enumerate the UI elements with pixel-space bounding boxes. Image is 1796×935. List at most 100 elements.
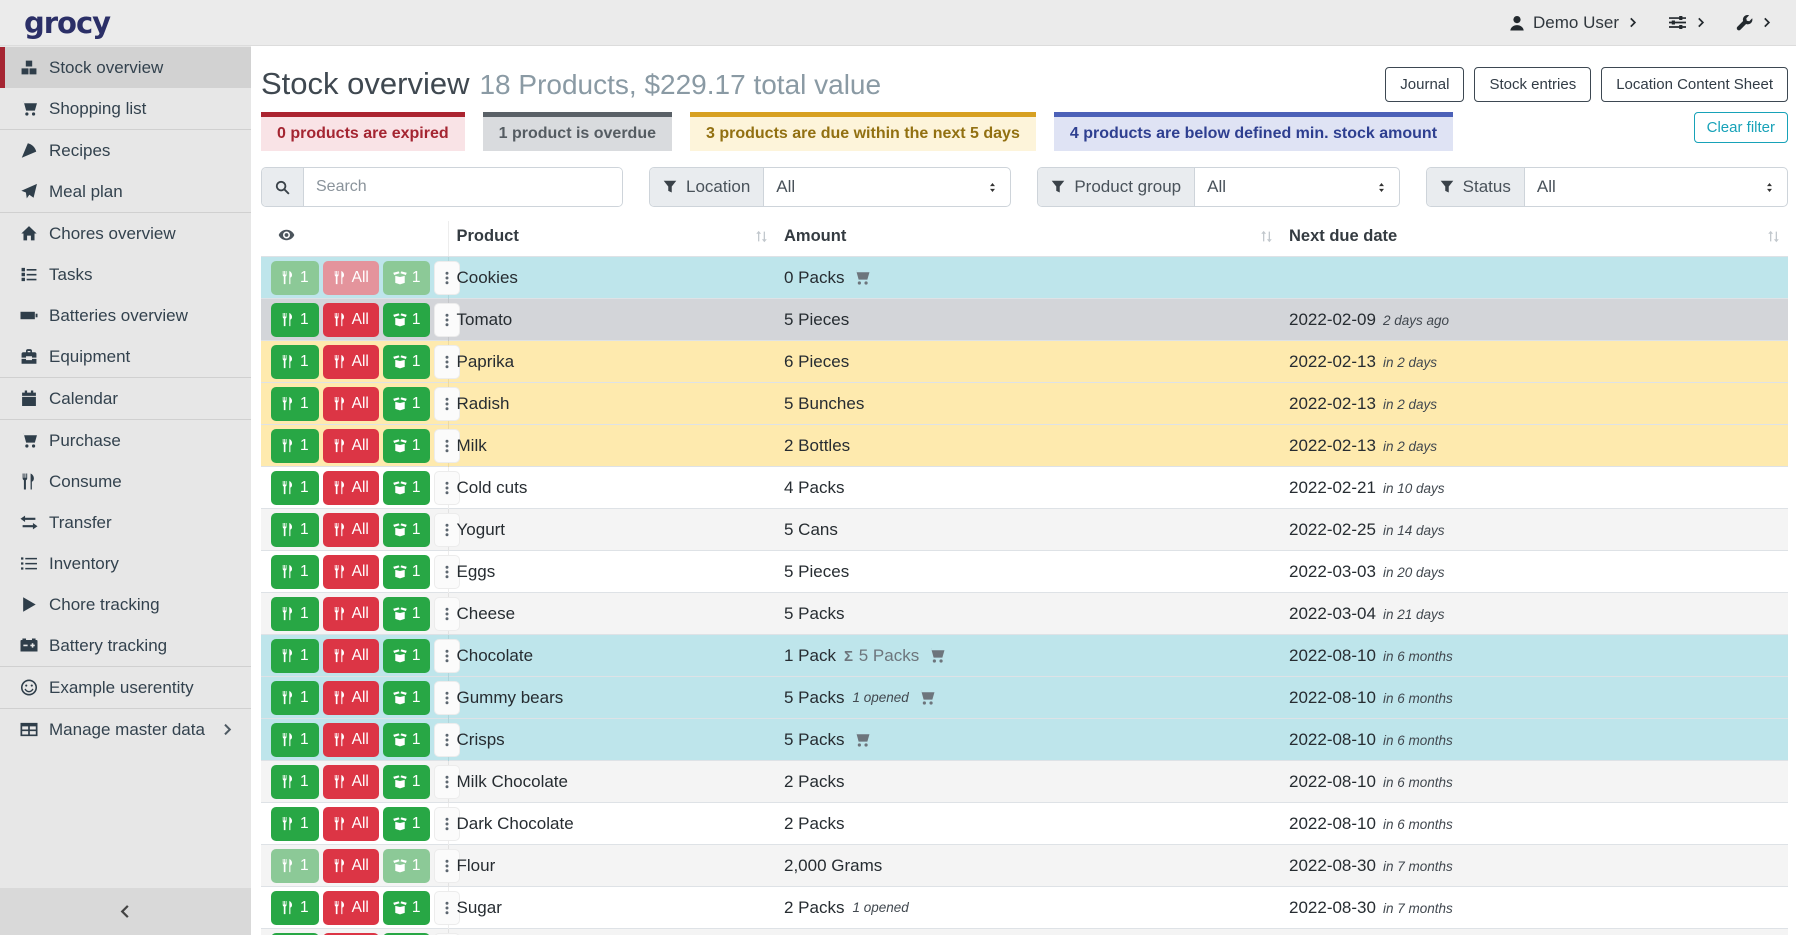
settings-menu[interactable]: [1668, 14, 1706, 31]
journal-button[interactable]: Journal: [1385, 66, 1465, 102]
consume-all-button[interactable]: All: [322, 848, 379, 883]
consume-one-button[interactable]: 1: [271, 554, 319, 589]
consume-one-button[interactable]: 1: [271, 596, 319, 631]
consume-all-button[interactable]: All: [322, 764, 379, 799]
consume-all-button[interactable]: All: [322, 512, 379, 547]
consume-all-button[interactable]: All: [322, 932, 379, 935]
navbar-right: Demo User: [1509, 13, 1772, 33]
consume-all-button[interactable]: All: [322, 554, 379, 589]
consume-all-button[interactable]: All: [322, 386, 379, 421]
sidebar-item-manage-master-data[interactable]: Manage master data: [0, 709, 251, 750]
consume-one-button[interactable]: 1: [271, 638, 319, 673]
consume-one-button[interactable]: 1: [271, 386, 319, 421]
sort-icon[interactable]: [1767, 230, 1780, 243]
consume-all-button[interactable]: All: [322, 638, 379, 673]
status-card-expired[interactable]: 0 products are expired: [261, 112, 465, 151]
consume-one-button[interactable]: 1: [271, 806, 319, 841]
sidebar-item-meal-plan[interactable]: Meal plan: [0, 171, 251, 212]
table-row-crisps: 1 All 1 Crisps 5 Packs 2022-08-10 in 6 months: [261, 718, 1788, 761]
consume-all-button[interactable]: All: [322, 470, 379, 505]
sidebar-item-recipes[interactable]: Recipes: [0, 130, 251, 171]
open-one-button[interactable]: 1: [382, 722, 431, 757]
consume-all-button[interactable]: All: [322, 890, 379, 925]
amount-column-header[interactable]: Amount: [776, 221, 1281, 257]
consume-all-button[interactable]: All: [322, 680, 379, 715]
user-menu[interactable]: Demo User: [1509, 13, 1638, 33]
due-date-column-header[interactable]: Next due date: [1281, 221, 1788, 257]
open-one-button[interactable]: 1: [382, 848, 431, 883]
open-one-button[interactable]: 1: [382, 386, 431, 421]
sidebar-item-calendar[interactable]: Calendar: [0, 378, 251, 419]
open-one-button[interactable]: 1: [382, 554, 431, 589]
status-select[interactable]: All: [1525, 168, 1787, 206]
sidebar-item-equipment[interactable]: Equipment: [0, 336, 251, 377]
consume-all-button[interactable]: All: [322, 722, 379, 757]
consume-one-button[interactable]: 1: [271, 470, 319, 505]
consume-all-button[interactable]: All: [322, 596, 379, 631]
product-column-header[interactable]: Product: [448, 221, 776, 257]
consume-all-button[interactable]: All: [322, 302, 379, 337]
sort-icon[interactable]: [755, 230, 768, 243]
consume-one-button[interactable]: 1: [271, 764, 319, 799]
consume-one-button[interactable]: 1: [271, 890, 319, 925]
clear-filter-button[interactable]: Clear filter: [1693, 112, 1788, 143]
consume-one-button[interactable]: 1: [271, 722, 319, 757]
consume-all-button[interactable]: All: [322, 806, 379, 841]
open-one-button[interactable]: 1: [382, 932, 431, 935]
consume-one-button[interactable]: 1: [271, 260, 319, 295]
open-one-button[interactable]: 1: [382, 806, 431, 841]
sidebar-item-battery-tracking[interactable]: Battery tracking: [0, 625, 251, 666]
sidebar-item-shopping-list[interactable]: Shopping list: [0, 88, 251, 129]
open-one-button[interactable]: 1: [382, 428, 431, 463]
product-group-select[interactable]: All: [1195, 168, 1399, 206]
open-one-button[interactable]: 1: [382, 302, 431, 337]
tasks-icon: [19, 266, 39, 283]
open-one-button[interactable]: 1: [382, 260, 431, 295]
sidebar-item-chores-overview[interactable]: Chores overview: [0, 213, 251, 254]
consume-one-button[interactable]: 1: [271, 680, 319, 715]
sidebar-item-stock-overview[interactable]: Stock overview: [0, 47, 251, 88]
open-one-button[interactable]: 1: [382, 344, 431, 379]
open-one-button[interactable]: 1: [382, 470, 431, 505]
due-date-cell: 2022-03-03 in 20 days: [1281, 550, 1788, 593]
open-one-button[interactable]: 1: [382, 890, 431, 925]
consume-one-button[interactable]: 1: [271, 512, 319, 547]
sidebar-collapse-button[interactable]: [0, 888, 251, 935]
search-input[interactable]: [304, 168, 622, 206]
sigma-icon: Σ: [843, 647, 853, 665]
consume-one-button[interactable]: 1: [271, 848, 319, 883]
status-card-1-product-is-overdue[interactable]: 1 product is overdue: [482, 112, 672, 151]
open-one-button[interactable]: 1: [382, 680, 431, 715]
location-content-sheet-button[interactable]: Location Content Sheet: [1601, 66, 1788, 102]
open-one-button[interactable]: 1: [382, 596, 431, 631]
amount-value: 4 Packs: [784, 477, 845, 497]
shopping-cart-icon: [927, 647, 946, 664]
consume-all-button[interactable]: All: [322, 344, 379, 379]
open-one-button[interactable]: 1: [382, 764, 431, 799]
consume-one-button[interactable]: 1: [271, 302, 319, 337]
open-one-button[interactable]: 1: [382, 638, 431, 673]
sidebar-item-chore-tracking[interactable]: Chore tracking: [0, 584, 251, 625]
sort-icon[interactable]: [1260, 230, 1273, 243]
sidebar-item-transfer[interactable]: Transfer: [0, 502, 251, 543]
consume-one-button[interactable]: 1: [271, 428, 319, 463]
sidebar-item-batteries-overview[interactable]: Batteries overview: [0, 295, 251, 336]
admin-menu[interactable]: [1736, 15, 1772, 31]
open-one-button[interactable]: 1: [382, 512, 431, 547]
location-select[interactable]: All: [764, 168, 1010, 206]
sidebar-item-tasks[interactable]: Tasks: [0, 254, 251, 295]
sidebar-item-example-userentity[interactable]: Example userentity: [0, 667, 251, 708]
consume-one-button[interactable]: 1: [271, 932, 319, 935]
cart-plus-icon: [19, 432, 39, 449]
consume-one-button[interactable]: 1: [271, 344, 319, 379]
status-card-due-within-the-next-5-days[interactable]: 3 products are due within the next 5 day…: [690, 112, 1036, 151]
status-filter-label: Status: [1426, 168, 1525, 206]
sidebar-item-inventory[interactable]: Inventory: [0, 543, 251, 584]
status-card-below-defined-min-stock-amount[interactable]: 4 products are below defined min. stock …: [1053, 112, 1454, 151]
consume-all-button[interactable]: All: [322, 428, 379, 463]
sidebar-item-purchase[interactable]: Purchase: [0, 420, 251, 461]
sidebar-item-consume[interactable]: Consume: [0, 461, 251, 502]
stock-entries-button[interactable]: Stock entries: [1474, 66, 1592, 102]
consume-all-button[interactable]: All: [322, 260, 379, 295]
grocy-logo[interactable]: grocy: [24, 5, 111, 40]
